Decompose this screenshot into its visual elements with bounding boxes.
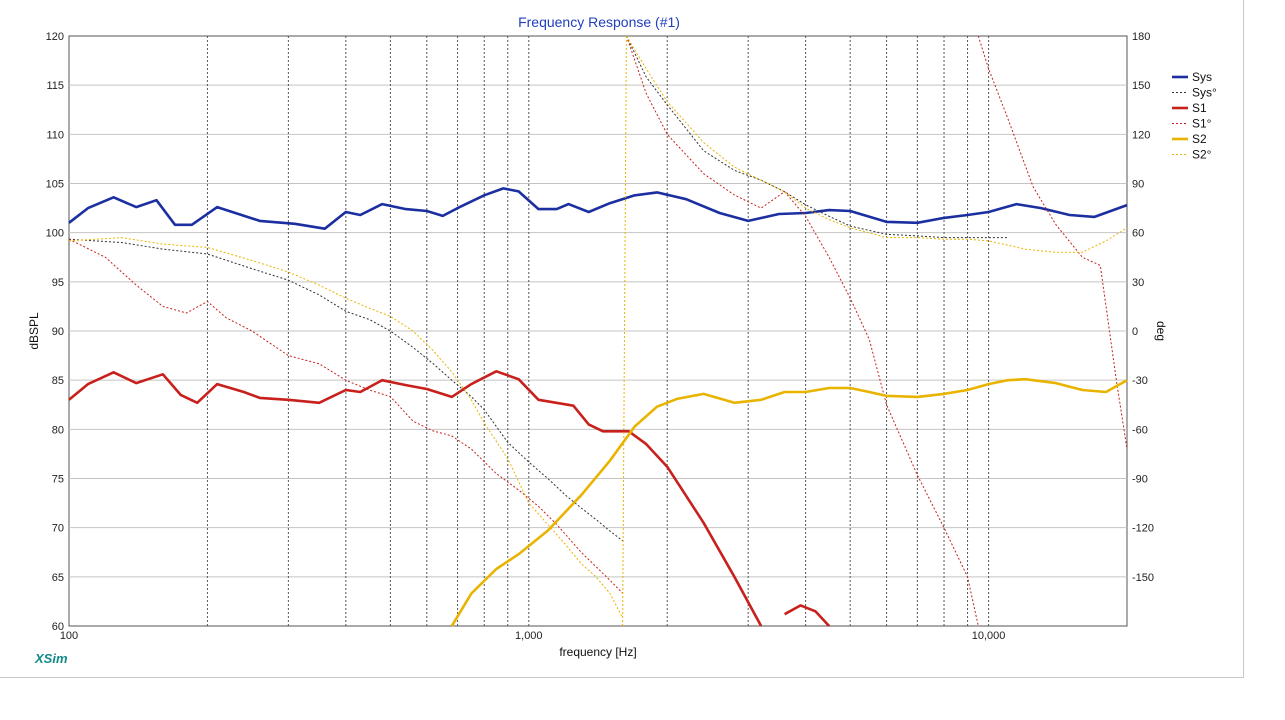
y2-tick-label: 60	[1132, 228, 1144, 240]
series-line	[625, 35, 1128, 253]
series-line	[625, 35, 979, 627]
y-tick-label: 80	[52, 424, 64, 436]
y2-tick-label: -150	[1132, 572, 1154, 584]
y2-tick-label: 30	[1132, 277, 1144, 289]
series-line	[68, 370, 763, 627]
right-axis-ticks: -150 -120 -90 -60 -30 0 30 60 90 120 150 180	[1132, 31, 1154, 584]
y-tick-label: 100	[46, 228, 64, 240]
legend-label: S2°	[1192, 148, 1212, 162]
y-tick-label: 115	[46, 80, 64, 92]
y2-tick-label: -90	[1132, 474, 1148, 486]
series-line	[783, 604, 831, 627]
y2-tick-label: 180	[1132, 31, 1150, 43]
y2-tick-label: 0	[1132, 326, 1138, 338]
y2-tick-label: 120	[1132, 129, 1150, 141]
legend-label: Sys	[1192, 70, 1212, 84]
y-tick-label: 105	[46, 179, 64, 191]
y2-tick-label: -120	[1132, 523, 1154, 535]
series-curves	[68, 35, 1128, 627]
y2-tick-label: -30	[1132, 375, 1148, 387]
series-line	[68, 187, 1128, 230]
y-tick-label: 110	[46, 129, 64, 141]
y-tick-label: 70	[52, 523, 64, 535]
y2-tick-label: -60	[1132, 424, 1148, 436]
y-axis-label: dBSPL	[27, 312, 41, 350]
x-axis-label: frequency [Hz]	[559, 645, 636, 659]
series-line	[977, 35, 1128, 450]
chart-frame	[0, 0, 1244, 678]
series-line	[625, 35, 1008, 239]
chart-title: Frequency Response (#1)	[518, 14, 680, 30]
legend-label: S1	[1192, 101, 1207, 115]
x-axis-ticks: 100 1,000 10,000	[60, 630, 1006, 642]
series-line	[68, 238, 623, 542]
legend-label: S1°	[1192, 117, 1212, 131]
legend-label: Sys°	[1192, 86, 1217, 100]
series-line	[68, 238, 623, 594]
y-tick-label: 75	[52, 474, 64, 486]
y2-tick-label: 150	[1132, 80, 1150, 92]
series-line	[450, 377, 1128, 627]
y-tick-label: 60	[52, 621, 64, 633]
y-tick-label: 120	[46, 31, 64, 43]
y-tick-label: 65	[52, 572, 64, 584]
legend-label: S2	[1192, 132, 1207, 146]
y2-axis-label: deg	[1154, 321, 1168, 341]
legend: Sys Sys°S1 S1°S2 S2°	[1172, 70, 1217, 162]
x-tick-label: 10,000	[972, 630, 1006, 642]
x-tick-label: 1,000	[515, 630, 543, 642]
brand-logo: XSim	[34, 651, 68, 666]
y-tick-label: 95	[52, 277, 64, 289]
left-axis-ticks: 60 65 70 75 80 85 90 95 100 105 110 115 120	[46, 31, 64, 633]
y-tick-label: 85	[52, 375, 64, 387]
grid-lines	[69, 36, 1127, 626]
y2-tick-label: 90	[1132, 179, 1144, 191]
x-tick-label: 100	[60, 630, 78, 642]
y-tick-label: 90	[52, 326, 64, 338]
